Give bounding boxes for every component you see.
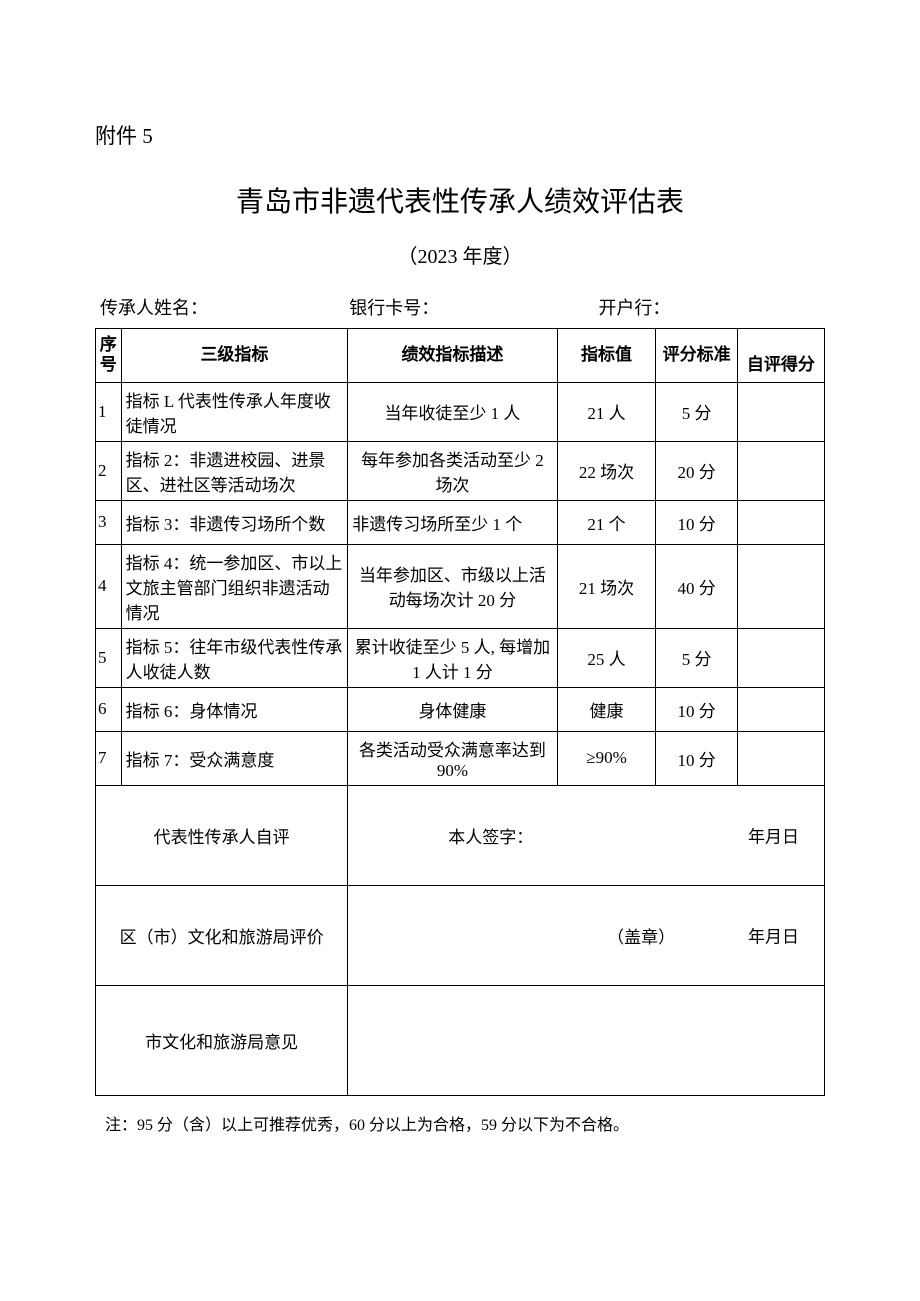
name-label: 传承人姓名： bbox=[100, 294, 349, 320]
table-row: 1 指标 L 代表性传承人年度收徒情况 当年收徒至少 1 人 21 人 5 分 bbox=[96, 382, 825, 441]
cell-score[interactable] bbox=[737, 441, 824, 500]
cell-indicator: 指标 6：身体情况 bbox=[121, 687, 348, 731]
bank-label: 开户行： bbox=[598, 294, 825, 320]
header-standard: 评分标准 bbox=[656, 329, 737, 383]
self-eval-content[interactable]: 本人签字： 年月日 bbox=[348, 785, 825, 885]
cell-value: 健康 bbox=[557, 687, 656, 731]
cell-value: 21 个 bbox=[557, 500, 656, 544]
subtitle: （2023 年度） bbox=[95, 240, 825, 269]
header-seq: 序号 bbox=[96, 329, 122, 383]
cell-score[interactable] bbox=[737, 731, 824, 785]
seal-label: （盖章） bbox=[497, 928, 675, 947]
cell-indicator: 指标 3：非遗传习场所个数 bbox=[121, 500, 348, 544]
date-label: 年月日 bbox=[748, 923, 799, 948]
info-row: 传承人姓名： 银行卡号： 开户行： bbox=[95, 294, 825, 320]
header-score: 自评得分 bbox=[737, 329, 824, 383]
cell-standard: 5 分 bbox=[656, 628, 737, 687]
table-row: 2 指标 2：非遗进校园、进景区、进社区等活动场次 每年参加各类活动至少 2 场… bbox=[96, 441, 825, 500]
cell-seq: 6 bbox=[96, 687, 122, 731]
cell-value: 21 人 bbox=[557, 382, 656, 441]
cell-description: 当年收徒至少 1 人 bbox=[348, 382, 557, 441]
cell-standard: 10 分 bbox=[656, 731, 737, 785]
cell-standard: 40 分 bbox=[656, 544, 737, 628]
district-eval-content[interactable]: （盖章） 年月日 bbox=[348, 885, 825, 985]
cell-value: 22 场次 bbox=[557, 441, 656, 500]
cell-indicator: 指标 5：往年市级代表性传承人收徒人数 bbox=[121, 628, 348, 687]
cell-value: ≥90% bbox=[557, 731, 656, 785]
table-row: 4 指标 4：统一参加区、市以上文旅主管部门组织非遗活动情况 当年参加区、市级以… bbox=[96, 544, 825, 628]
cell-description: 身体健康 bbox=[348, 687, 557, 731]
cell-seq: 1 bbox=[96, 382, 122, 441]
evaluation-table: 序号 三级指标 绩效指标描述 指标值 评分标准 自评得分 1 指标 L 代表性传… bbox=[95, 328, 825, 1096]
cell-score[interactable] bbox=[737, 544, 824, 628]
card-label: 银行卡号： bbox=[349, 294, 598, 320]
cell-seq: 4 bbox=[96, 544, 122, 628]
cell-score[interactable] bbox=[737, 687, 824, 731]
self-sign-label: 本人签字： bbox=[448, 828, 533, 847]
cell-description: 当年参加区、市级以上活动每场次计 20 分 bbox=[348, 544, 557, 628]
cell-indicator: 指标 4：统一参加区、市以上文旅主管部门组织非遗活动情况 bbox=[121, 544, 348, 628]
header-description: 绩效指标描述 bbox=[348, 329, 557, 383]
district-eval-label: 区（市）文化和旅游局评价 bbox=[96, 885, 348, 985]
cell-indicator: 指标 7：受众满意度 bbox=[121, 731, 348, 785]
cell-indicator: 指标 L 代表性传承人年度收徒情况 bbox=[121, 382, 348, 441]
cell-score[interactable] bbox=[737, 382, 824, 441]
city-opinion-content[interactable] bbox=[348, 985, 825, 1095]
cell-standard: 10 分 bbox=[656, 687, 737, 731]
self-eval-label: 代表性传承人自评 bbox=[96, 785, 348, 885]
district-eval-row: 区（市）文化和旅游局评价 （盖章） 年月日 bbox=[96, 885, 825, 985]
city-opinion-label: 市文化和旅游局意见 bbox=[96, 985, 348, 1095]
cell-standard: 5 分 bbox=[656, 382, 737, 441]
cell-description: 累计收徒至少 5 人, 每增加1 人计 1 分 bbox=[348, 628, 557, 687]
cell-standard: 20 分 bbox=[656, 441, 737, 500]
cell-description: 各类活动受众满意率达到90% bbox=[348, 731, 557, 785]
cell-score[interactable] bbox=[737, 500, 824, 544]
attachment-label: 附件 5 bbox=[95, 120, 825, 150]
cell-indicator: 指标 2：非遗进校园、进景区、进社区等活动场次 bbox=[121, 441, 348, 500]
cell-score[interactable] bbox=[737, 628, 824, 687]
cell-description: 非遗传习场所至少 1 个 bbox=[348, 500, 557, 544]
cell-seq: 5 bbox=[96, 628, 122, 687]
cell-seq: 3 bbox=[96, 500, 122, 544]
table-row: 6 指标 6：身体情况 身体健康 健康 10 分 bbox=[96, 687, 825, 731]
table-header-row: 序号 三级指标 绩效指标描述 指标值 评分标准 自评得分 bbox=[96, 329, 825, 383]
cell-standard: 10 分 bbox=[656, 500, 737, 544]
cell-seq: 7 bbox=[96, 731, 122, 785]
self-eval-row: 代表性传承人自评 本人签字： 年月日 bbox=[96, 785, 825, 885]
table-row: 7 指标 7：受众满意度 各类活动受众满意率达到90% ≥90% 10 分 bbox=[96, 731, 825, 785]
header-indicator: 三级指标 bbox=[121, 329, 348, 383]
cell-description: 每年参加各类活动至少 2 场次 bbox=[348, 441, 557, 500]
cell-seq: 2 bbox=[96, 441, 122, 500]
page-title: 青岛市非遗代表性传承人绩效评估表 bbox=[95, 180, 825, 220]
header-value: 指标值 bbox=[557, 329, 656, 383]
table-row: 5 指标 5：往年市级代表性传承人收徒人数 累计收徒至少 5 人, 每增加1 人… bbox=[96, 628, 825, 687]
cell-value: 21 场次 bbox=[557, 544, 656, 628]
date-label: 年月日 bbox=[748, 823, 799, 848]
table-row: 3 指标 3：非遗传习场所个数 非遗传习场所至少 1 个 21 个 10 分 bbox=[96, 500, 825, 544]
cell-value: 25 人 bbox=[557, 628, 656, 687]
city-opinion-row: 市文化和旅游局意见 bbox=[96, 985, 825, 1095]
note-text: 注：95 分（含）以上可推荐优秀，60 分以上为合格，59 分以下为不合格。 bbox=[95, 1111, 825, 1135]
